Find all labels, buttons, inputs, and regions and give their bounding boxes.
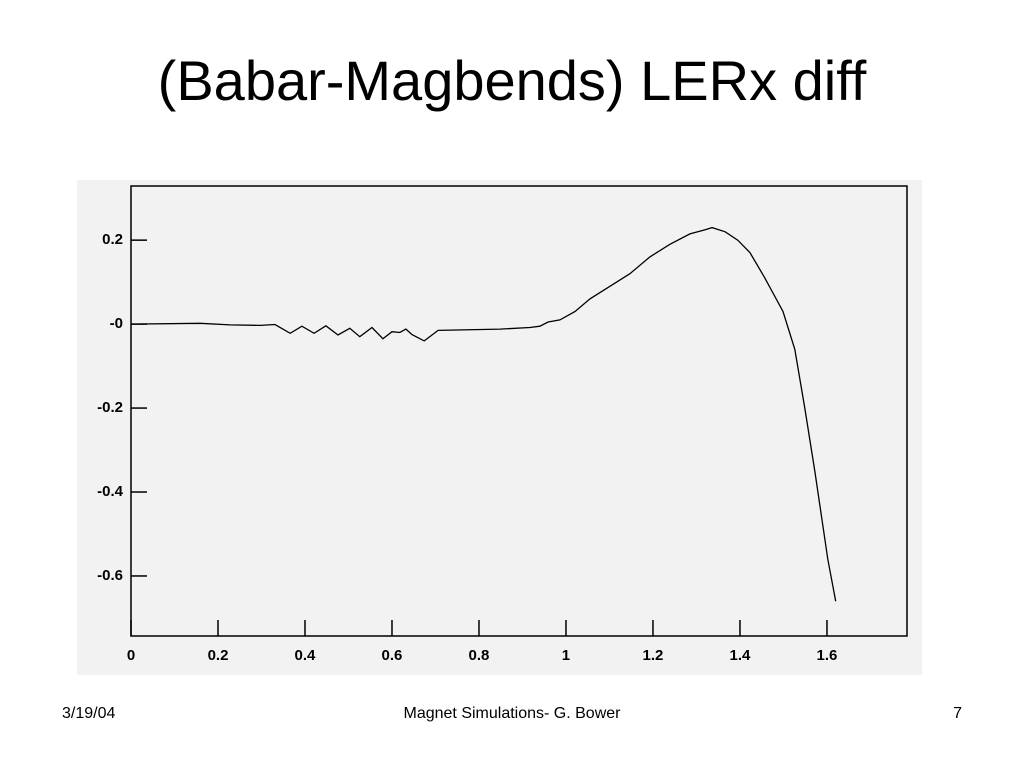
plot-frame xyxy=(130,185,908,637)
footer-title: Magnet Simulations- G. Bower xyxy=(404,705,622,722)
y-tick-label: -0.4 xyxy=(97,483,124,500)
x-tick-label: 1 xyxy=(562,647,570,664)
chart-panel xyxy=(77,180,922,675)
x-tick-label: 0.4 xyxy=(295,647,317,664)
y-tick-label: -0.6 xyxy=(97,567,123,584)
slide-title: (Babar-Magbends) LERx diff xyxy=(158,49,867,112)
y-tick-label: -0.2 xyxy=(97,399,123,416)
x-tick-label: 0.2 xyxy=(208,647,229,664)
page-number: 7 xyxy=(953,705,962,722)
data-line xyxy=(130,226,837,602)
x-tick-label: 1.6 xyxy=(817,647,838,664)
x-tick-label: 0 xyxy=(127,647,135,664)
x-tick-label: 1.4 xyxy=(730,647,752,664)
y-tick-label: -0 xyxy=(110,315,123,332)
y-tick-label: 0.2 xyxy=(102,231,123,248)
x-tick-label: 0.6 xyxy=(382,647,403,664)
x-tick-label: 0.8 xyxy=(469,647,490,664)
x-tick-label: 1.2 xyxy=(643,647,664,664)
footer-date: 3/19/04 xyxy=(62,705,115,722)
